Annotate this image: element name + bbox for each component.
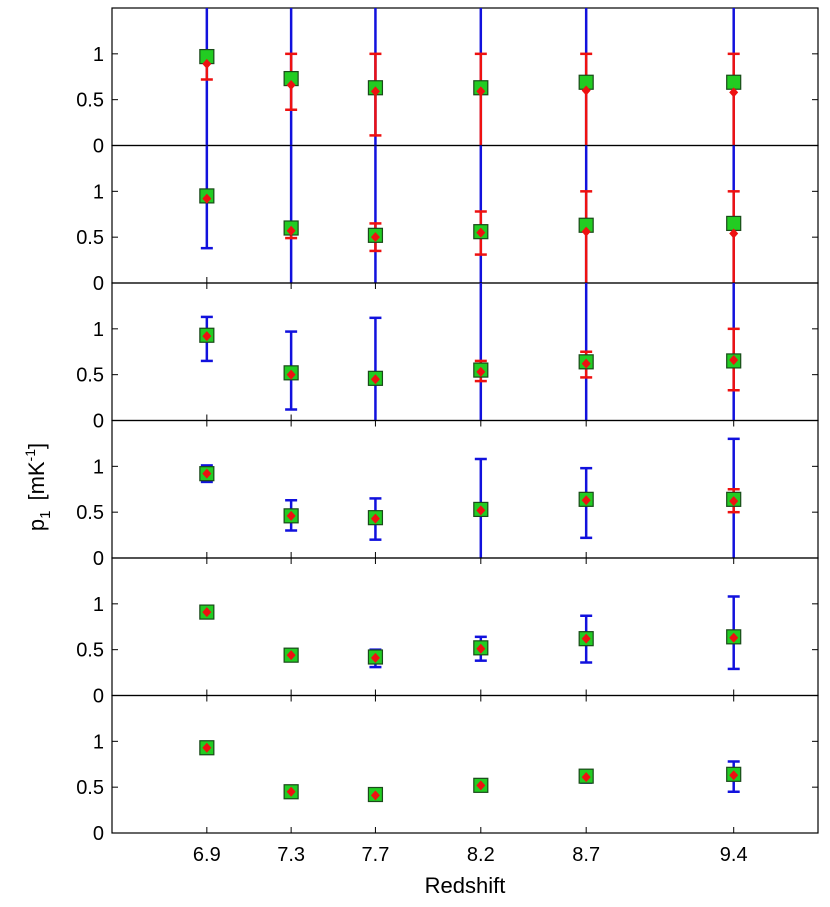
- diamond-marker: [202, 58, 212, 69]
- square-marker: [726, 74, 742, 90]
- diamond-marker: [476, 780, 486, 791]
- diamond-marker: [581, 495, 591, 506]
- diamond-marker: [476, 505, 486, 516]
- y-axis-label-sub: 1: [37, 511, 54, 519]
- x-tick-label: 8.7: [572, 844, 600, 866]
- panel-2: 00.51: [76, 144, 819, 295]
- diamond-marker: [370, 374, 380, 385]
- y-tick-label: 0: [93, 823, 104, 845]
- panel-4: 00.51: [76, 419, 819, 570]
- diamond-marker: [370, 790, 380, 801]
- y-tick-label: 1: [93, 181, 104, 203]
- y-tick-label: 0.5: [76, 502, 104, 524]
- diamond-marker: [581, 772, 591, 783]
- diamond-marker: [370, 652, 380, 663]
- x-tick-label: 6.9: [193, 844, 221, 866]
- diamond-marker: [202, 193, 212, 204]
- square-marker: [726, 215, 742, 232]
- y-tick-label: 0: [93, 411, 104, 433]
- panel-frame: [111, 557, 819, 697]
- panel-6: 00.51: [76, 694, 819, 845]
- y-tick-label: 1: [93, 594, 104, 616]
- panel-5: 00.51: [76, 557, 819, 708]
- diamond-marker: [202, 742, 212, 753]
- diamond-marker: [581, 85, 591, 96]
- y-tick-label: 0.5: [76, 365, 104, 387]
- diamond-marker: [729, 228, 739, 239]
- y-tick-label: 0: [93, 136, 104, 158]
- diamond-marker: [202, 607, 212, 618]
- diamond-marker: [729, 632, 739, 643]
- y-axis-label-unit-open: [mK: [24, 461, 49, 500]
- diamond-marker: [286, 650, 296, 661]
- diamond-marker: [202, 331, 212, 342]
- y-tick-label: 1: [93, 456, 104, 478]
- y-tick-label: 0.5: [76, 640, 104, 662]
- panel-frame: [111, 694, 819, 834]
- y-axis-label-unit-close: ]: [24, 443, 49, 449]
- panel-frame: [111, 144, 819, 284]
- y-axis-label-main: p: [24, 519, 49, 531]
- panel-frame: [111, 419, 819, 559]
- diamond-marker: [476, 643, 486, 654]
- diamond-marker: [729, 770, 739, 781]
- y-axis-label: p1 [mK-1]: [22, 443, 54, 531]
- panel-3: 00.51: [76, 282, 819, 433]
- panel-1: 00.51: [76, 7, 819, 158]
- y-tick-label: 0: [93, 686, 104, 708]
- y-tick-label: 0: [93, 548, 104, 570]
- panel-frame: [111, 7, 819, 147]
- y-tick-label: 0.5: [76, 90, 104, 112]
- diamond-marker: [286, 786, 296, 797]
- x-tick-label: 7.3: [277, 844, 305, 866]
- y-tick-label: 0.5: [76, 777, 104, 799]
- diamond-marker: [370, 86, 380, 97]
- diamond-marker: [370, 232, 380, 243]
- x-tick-label: 9.4: [720, 844, 748, 866]
- diamond-marker: [286, 369, 296, 380]
- diamond-marker: [370, 513, 380, 524]
- diamond-marker: [202, 468, 212, 479]
- diamond-marker: [729, 355, 739, 365]
- x-axis-label: Redshift: [425, 873, 506, 898]
- diamond-marker: [476, 366, 486, 377]
- panel-frame: [111, 282, 819, 422]
- diamond-marker: [476, 227, 486, 238]
- y-tick-label: 1: [93, 731, 104, 753]
- y-tick-label: 0: [93, 273, 104, 295]
- diamond-marker: [286, 510, 296, 521]
- diamond-marker: [581, 226, 591, 237]
- x-tick-label: 7.7: [362, 844, 390, 866]
- diamond-marker: [286, 225, 296, 236]
- diamond-marker: [476, 86, 486, 97]
- diamond-marker: [729, 87, 739, 98]
- y-axis-label-unit-sup: -1: [22, 449, 38, 462]
- diamond-marker: [581, 358, 591, 369]
- y-tick-label: 0.5: [76, 227, 104, 249]
- diamond-marker: [286, 80, 296, 90]
- y-tick-label: 1: [93, 44, 104, 66]
- diamond-marker: [581, 633, 591, 644]
- y-tick-label: 1: [93, 319, 104, 341]
- x-tick-label: 8.2: [467, 844, 495, 866]
- diamond-marker: [729, 496, 739, 507]
